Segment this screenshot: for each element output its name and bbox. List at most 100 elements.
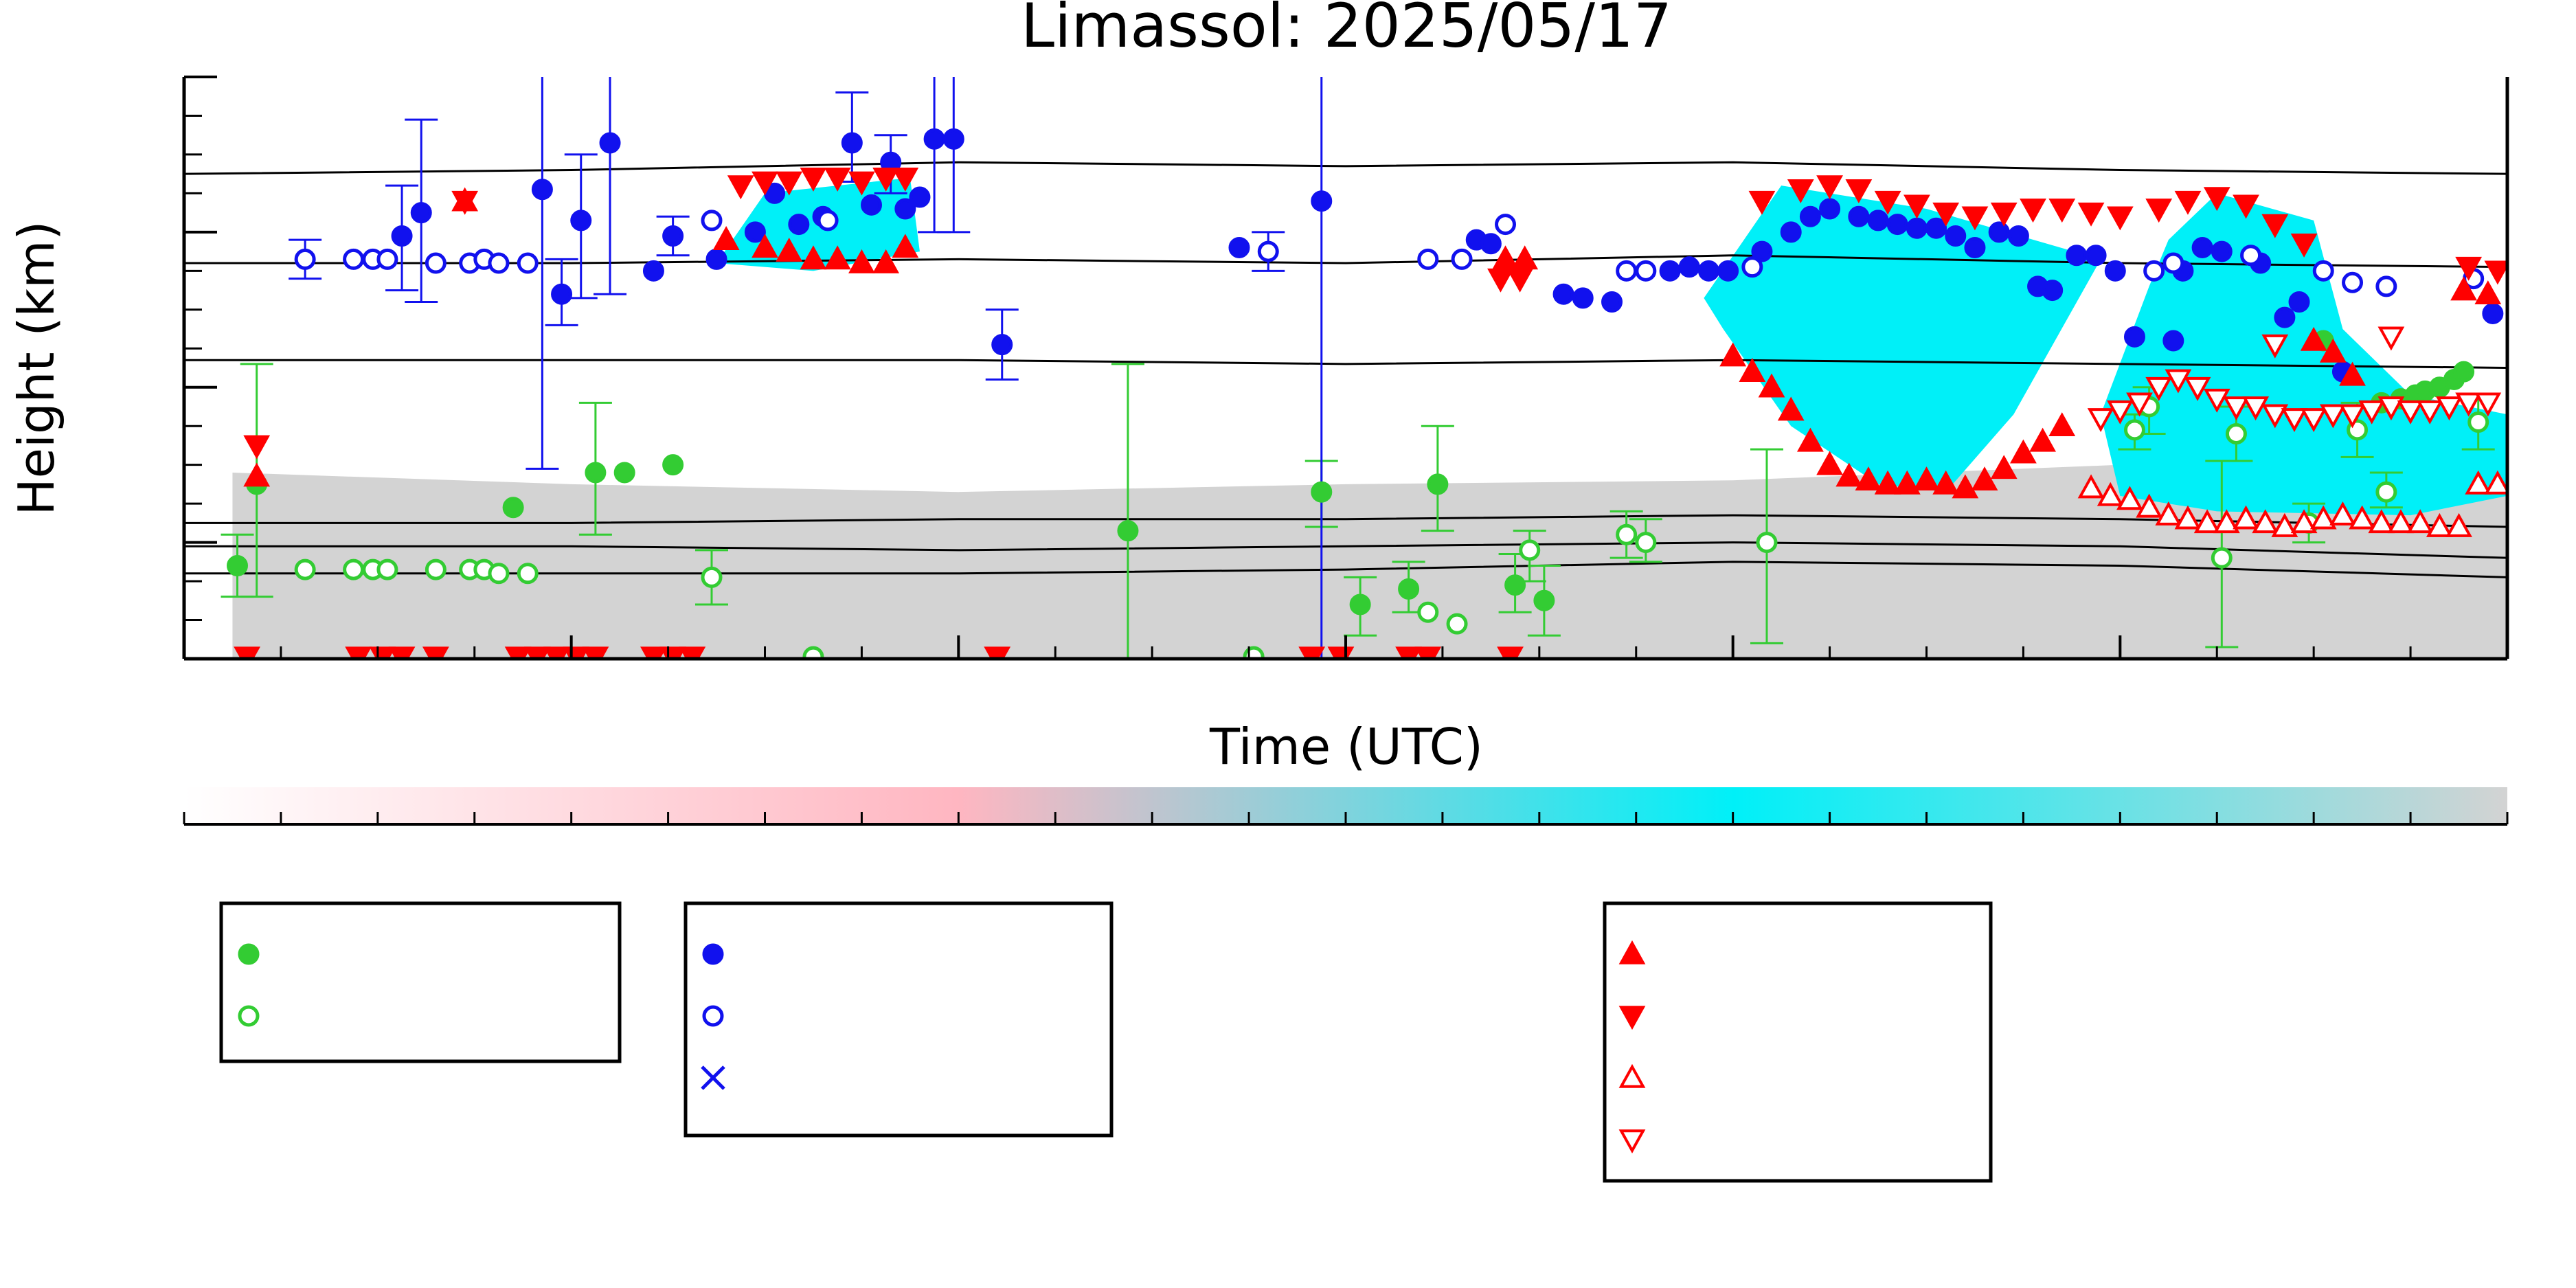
point-fci-oca-2l-wat [802, 646, 824, 659]
contour-label-bg [1193, 343, 1267, 381]
point-fci-oca-2l-ice [1417, 248, 1439, 270]
y-axis-label: Height (km) [8, 221, 65, 516]
point-fci-oca-2l-wat [488, 563, 510, 585]
x-marker-stroke [701, 1065, 725, 1090]
point-actris-cbh [1932, 470, 1960, 495]
point-actris-cbh [892, 234, 919, 258]
point-fci-oca-sl-wat [662, 454, 684, 476]
point-fci-oca-sl-wat [613, 462, 635, 484]
point-actris-cbh [1855, 466, 1882, 491]
point-actris-cth [2290, 234, 2318, 258]
point-fci-oca-sl-ice [1945, 225, 1967, 247]
point-actris-cbh-bl [2077, 474, 2105, 499]
point-fci-oca-sl-ice [1799, 205, 1821, 227]
point-actris-cbh [2048, 412, 2076, 436]
point-fci-oca-2l-wat [1417, 601, 1439, 623]
legend-marker [702, 943, 724, 965]
point-actris-cth-bl [2242, 396, 2270, 421]
legend-box [219, 901, 622, 1063]
point-actris-cbh [1835, 462, 1863, 487]
point-actris-cth-bl [2261, 404, 2289, 429]
point-fci-oca-2l-wat [1243, 646, 1265, 659]
point-fci-oca-sl-ice [2482, 302, 2504, 324]
point-actris-cth [2233, 194, 2259, 219]
point-actris-cth [1487, 268, 1514, 293]
point-fci-oca-2l-wat [517, 563, 539, 585]
point-fci-oca-sl-ice [2085, 245, 2107, 267]
point-fci-oca-sl-ice [1906, 217, 1928, 239]
point-actris-cbh [1492, 245, 1519, 270]
point-fci-oca-sl-ice [551, 283, 573, 305]
point-fci-oca-2l-wat [2211, 547, 2233, 569]
point-actris-cth [243, 435, 271, 460]
point-actris-cbh-bl [2406, 509, 2434, 534]
point-fci-oca-sl-ice [1988, 221, 2010, 243]
point-fci-oca-sl-ice [861, 194, 883, 216]
point-fci-oca-sl-wat [1349, 594, 1371, 615]
point-fci-oca-sl-ice [1964, 236, 1986, 258]
point-actris-cbh-bl [2252, 509, 2279, 534]
point-actris-cbh-bl [2426, 512, 2453, 537]
point-fci-oca-2l-ice [2162, 252, 2184, 274]
point-actris-cbh-bl [2329, 501, 2356, 526]
point-actris-cth [2174, 190, 2202, 215]
point-fci-oca-sl-ice [1751, 240, 1773, 262]
point-fci-oca-2l-wat [701, 566, 723, 588]
point-actris-cth-bl [2126, 392, 2153, 417]
point-fci-oca-sl-ice [2274, 306, 2296, 328]
point-actris-cbh [2339, 361, 2366, 386]
point-fci-oca-2l-wat [1616, 523, 1638, 545]
point-actris-cbh-bl [2193, 509, 2221, 534]
point-fci-oca-sl-ice [1819, 198, 1841, 220]
point-actris-cth [2455, 256, 2483, 281]
point-actris-cbh-bl [2445, 512, 2472, 537]
point-actris-cbh-bl [2233, 505, 2259, 530]
point-fci-oca-sl-ice [1601, 291, 1623, 313]
point-actris-cbh [1971, 466, 1998, 491]
point-actris-cth-bl [2455, 392, 2483, 417]
point-actris-cbh [1816, 451, 1843, 475]
point-fci-oca-2l-ice [2375, 275, 2397, 297]
point-fci-oca-sl-wat [585, 462, 607, 484]
point-actris-cbh [752, 234, 778, 258]
point-actris-cbh [1893, 470, 1921, 495]
point-fci-oca-sl-ice [841, 132, 863, 154]
point-actris-cbh-bl [2387, 509, 2415, 534]
legend-box [1603, 901, 1993, 1183]
point-fci-oca-sl-wat [227, 554, 249, 576]
legend-marker [1618, 940, 1646, 964]
point-fci-oca-sl-ice [2007, 225, 2029, 247]
point-actris-cbh-bl [2155, 501, 2182, 526]
point-fci-oca-sl-ice [991, 334, 1013, 356]
point-actris-cth-bl [2358, 400, 2386, 425]
point-fci-oca-sl-ice [1228, 236, 1250, 258]
contour-labels [1193, 146, 1267, 586]
point-actris-cth-bl [2145, 376, 2173, 401]
point-actris-cbh [1511, 245, 1539, 270]
axes [182, 76, 2509, 661]
point-fci-oca-sl-ice [662, 225, 684, 247]
point-actris-cth-bl [2165, 369, 2192, 394]
point-actris-cth [2077, 202, 2105, 227]
point-actris-cth-bl [2087, 408, 2114, 433]
point-fci-oca-2l-ice [1616, 260, 1638, 282]
point-actris-cbh [1952, 474, 1979, 499]
point-fci-oca-sl-ice [909, 186, 931, 208]
point-fci-oca-sl-ice [2123, 326, 2145, 348]
point-actris-cth [1961, 206, 1989, 231]
point-actris-cbh [2474, 280, 2502, 305]
point-fci-oca-sl-ice [2288, 291, 2310, 313]
point-fci-oca-2l-ice [2143, 260, 2165, 282]
point-fci-oca-sl-ice [923, 128, 945, 150]
data-markers [227, 128, 2507, 659]
plot-area [184, 77, 2507, 659]
point-actris-cth [2048, 199, 2076, 223]
point-actris-cbh-bl [2174, 505, 2202, 530]
contour-line-250 [184, 359, 2507, 369]
point-actris-cth-bl [2203, 388, 2230, 413]
point-actris-cth-bl [2397, 400, 2424, 425]
legend-marker [238, 1005, 260, 1027]
point-fci-oca-sl-ice [2211, 240, 2233, 262]
point-actris-cth [1845, 179, 1873, 203]
cloud-region-ice [2101, 193, 2507, 516]
